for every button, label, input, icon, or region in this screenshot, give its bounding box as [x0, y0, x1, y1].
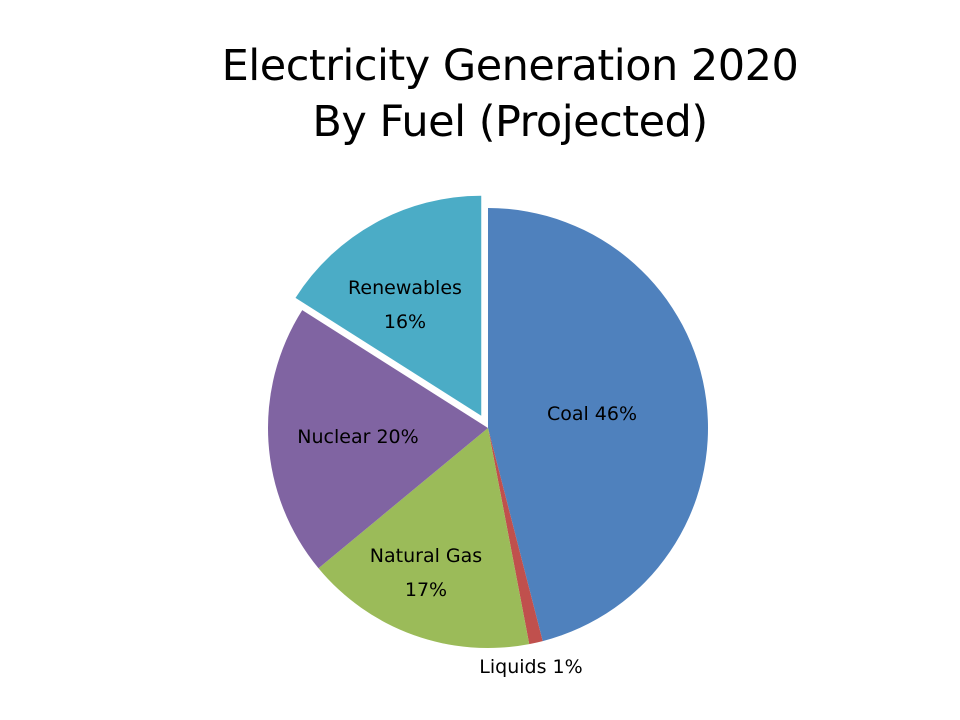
slice-nuclear	[267, 310, 488, 569]
label-coal: Coal 46%	[547, 403, 637, 425]
label-natural-gas: Natural Gas	[370, 545, 482, 567]
label-renewables: Renewables	[348, 277, 462, 299]
slice-renewables	[295, 195, 482, 416]
label-liquids: Liquids 1%	[479, 656, 582, 678]
chart-title: Electricity Generation 2020 By Fuel (Pro…	[0, 38, 960, 150]
label-renewables-pct: 16%	[384, 311, 426, 333]
label-natural-gas-pct: 17%	[405, 579, 447, 601]
slice-coal	[488, 208, 708, 642]
chart-title-line2: By Fuel (Projected)	[312, 97, 708, 147]
chart-title-line1: Electricity Generation 2020	[221, 41, 799, 91]
slice-natural-gas	[318, 428, 530, 649]
slice-liquids	[488, 428, 543, 645]
label-nuclear: Nuclear 20%	[297, 426, 418, 448]
